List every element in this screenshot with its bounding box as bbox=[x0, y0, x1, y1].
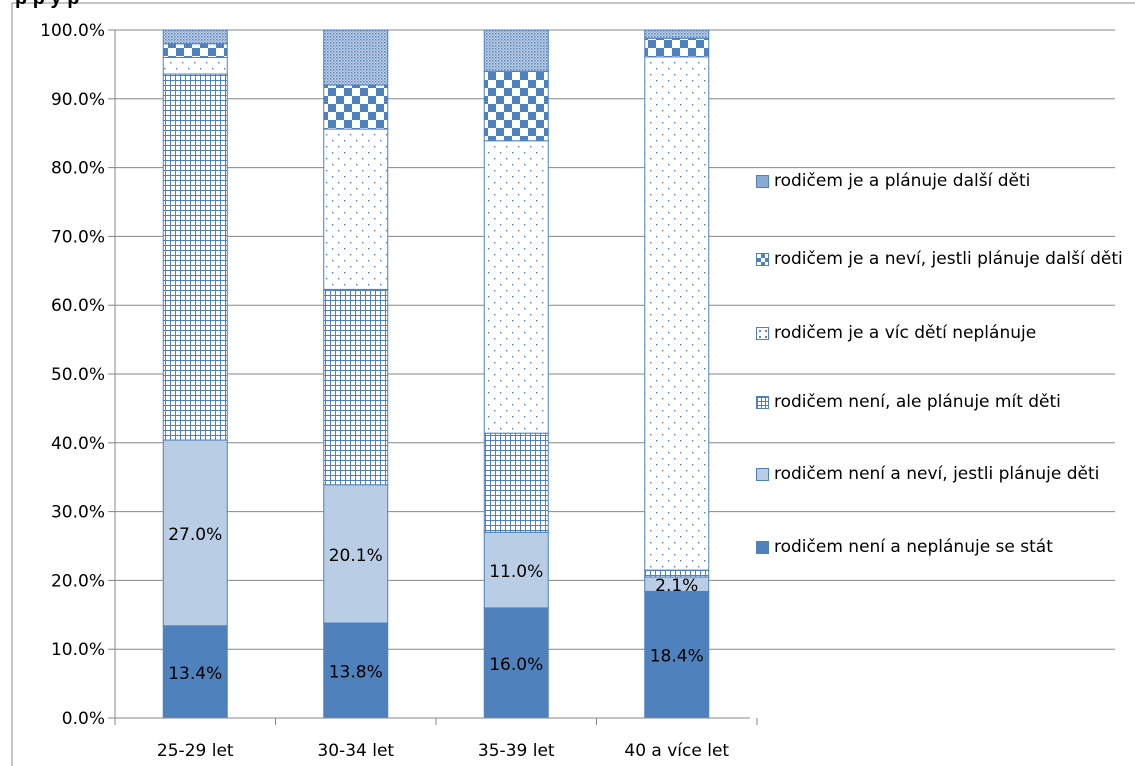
data-label: 2.1% bbox=[655, 576, 698, 596]
legend-swatch bbox=[756, 541, 769, 554]
y-tick-label: 40.0% bbox=[51, 434, 105, 454]
legend-swatch bbox=[756, 327, 769, 340]
y-tick-label: 60.0% bbox=[51, 296, 105, 316]
bar-segment bbox=[323, 29, 389, 86]
y-tick-label: 90.0% bbox=[51, 90, 105, 110]
legend-label: rodičem není, ale plánuje mít děti bbox=[774, 392, 1061, 412]
data-label: 18.4% bbox=[650, 647, 704, 667]
data-label: 13.8% bbox=[329, 663, 383, 683]
legend-item: rodičem je a plánuje další děti bbox=[756, 168, 1126, 195]
y-tick-label: 20.0% bbox=[51, 571, 105, 591]
x-tick-label: 30-34 let bbox=[317, 741, 394, 761]
legend-item: rodičem není, ale plánuje mít děti bbox=[756, 389, 1126, 416]
legend-swatch bbox=[756, 396, 769, 409]
y-tick-label: 30.0% bbox=[51, 503, 105, 523]
bars bbox=[162, 29, 710, 719]
legend-label: rodičem není a neví, jestli plánuje děti bbox=[774, 464, 1100, 484]
data-labels: 13.4% 27.0% 13.8% 20.1% 16.0% 11.0% 18.4% 2.1% bbox=[168, 525, 704, 684]
bar-segment bbox=[323, 288, 389, 486]
x-tick-label: 35-39 let bbox=[478, 741, 555, 761]
legend-item: rodičem není a neví, jestli plánuje děti bbox=[756, 461, 1126, 488]
bar-segment bbox=[162, 29, 228, 45]
y-tick-label: 50.0% bbox=[51, 365, 105, 385]
bar-segment bbox=[162, 625, 228, 719]
bar-segment bbox=[323, 84, 389, 130]
legend-label: rodičem není a neplánuje se stát bbox=[774, 537, 1053, 557]
data-label: 13.4% bbox=[168, 664, 222, 684]
legend-swatch bbox=[756, 253, 769, 266]
bar-segment bbox=[162, 439, 228, 627]
data-label: 20.1% bbox=[329, 546, 383, 566]
legend-item: rodičem není a neplánuje se stát bbox=[756, 534, 1126, 561]
bar-segment bbox=[644, 56, 710, 571]
legend-label: rodičem je a neví, jestli plánuje další … bbox=[774, 249, 1123, 269]
bar-segment bbox=[644, 29, 710, 39]
legend-swatch bbox=[756, 468, 769, 481]
y-tick-label: 80.0% bbox=[51, 159, 105, 179]
legend-label: rodičem je a plánuje další děti bbox=[774, 171, 1031, 191]
bar-segment bbox=[483, 607, 549, 719]
data-label: 16.0% bbox=[489, 655, 543, 675]
bar-segment bbox=[323, 128, 389, 290]
x-tick-label: 40 a více let bbox=[624, 741, 729, 761]
y-tick-label: 10.0% bbox=[51, 640, 105, 660]
bar-segment bbox=[483, 70, 549, 142]
bar-segment bbox=[323, 484, 389, 624]
bar-segment bbox=[162, 43, 228, 59]
x-tick-label: 25-29 let bbox=[157, 741, 234, 761]
bar-segment bbox=[483, 140, 549, 434]
bar-segment bbox=[162, 73, 228, 441]
axes: 0.0% 10.0% 20.0% 30.0% 40.0% 50.0% 60.0% 70.0% 8… bbox=[40, 21, 758, 761]
data-label: 27.0% bbox=[168, 525, 222, 545]
y-tick-label: 70.0% bbox=[51, 227, 105, 247]
y-tick-label: 100.0% bbox=[40, 21, 105, 41]
chart-title: p p y p bbox=[15, 0, 79, 9]
bar-segment bbox=[483, 432, 549, 533]
bar-segment bbox=[483, 29, 549, 72]
gridlines bbox=[115, 29, 1115, 650]
bar-segment bbox=[644, 37, 710, 58]
data-label: 11.0% bbox=[489, 562, 543, 582]
bar-segment bbox=[644, 590, 710, 719]
bar-segment bbox=[162, 57, 228, 75]
legend-item: rodičem je a neví, jestli plánuje další … bbox=[756, 246, 1126, 273]
y-tick-label: 0.0% bbox=[62, 709, 105, 729]
legend-swatch bbox=[756, 175, 769, 188]
legend-label: rodičem je a víc dětí neplánuje bbox=[774, 323, 1037, 343]
legend-item: rodičem je a víc dětí neplánuje bbox=[756, 320, 1126, 347]
